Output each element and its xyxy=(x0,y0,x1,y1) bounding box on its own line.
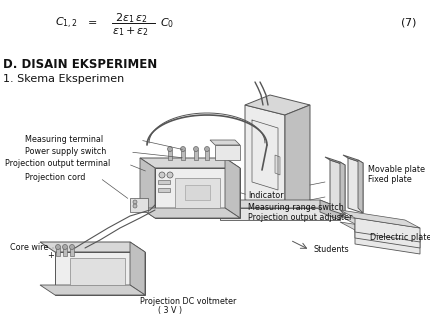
Circle shape xyxy=(181,147,185,151)
Text: D. DISAIN EKSPERIMEN: D. DISAIN EKSPERIMEN xyxy=(3,58,157,71)
Text: Movable plate: Movable plate xyxy=(368,166,425,174)
Text: Indicator: Indicator xyxy=(248,191,284,199)
Text: $=$: $=$ xyxy=(85,16,97,26)
Polygon shape xyxy=(245,95,310,115)
Polygon shape xyxy=(215,145,240,160)
Circle shape xyxy=(70,245,74,250)
Polygon shape xyxy=(355,224,420,248)
Polygon shape xyxy=(40,285,145,295)
Text: Measuring range switch: Measuring range switch xyxy=(248,204,344,212)
Text: Power supply switch: Power supply switch xyxy=(25,148,106,156)
Polygon shape xyxy=(325,157,345,165)
Text: Core wire: Core wire xyxy=(10,244,48,252)
Polygon shape xyxy=(343,155,363,163)
Polygon shape xyxy=(158,180,170,184)
Text: ( 3 V ): ( 3 V ) xyxy=(158,306,182,314)
Polygon shape xyxy=(175,178,220,208)
Polygon shape xyxy=(40,242,145,252)
Text: $(7)$: $(7)$ xyxy=(400,16,417,29)
Polygon shape xyxy=(340,162,345,215)
Polygon shape xyxy=(358,160,363,213)
Polygon shape xyxy=(340,216,420,234)
Circle shape xyxy=(133,200,137,204)
Polygon shape xyxy=(210,140,240,145)
Text: Students: Students xyxy=(313,246,349,254)
Polygon shape xyxy=(130,242,145,295)
Polygon shape xyxy=(56,248,60,256)
Polygon shape xyxy=(155,168,240,218)
Polygon shape xyxy=(225,158,240,218)
Polygon shape xyxy=(200,200,340,208)
Polygon shape xyxy=(158,188,170,192)
Polygon shape xyxy=(245,105,285,210)
Polygon shape xyxy=(355,230,420,254)
Text: Projection DC voltmeter: Projection DC voltmeter xyxy=(140,297,236,307)
Text: Projection cord: Projection cord xyxy=(25,173,86,183)
Text: $C_0$: $C_0$ xyxy=(160,16,174,30)
Polygon shape xyxy=(140,158,155,218)
Text: +: + xyxy=(47,252,54,260)
Circle shape xyxy=(62,245,68,250)
Polygon shape xyxy=(355,218,420,242)
Polygon shape xyxy=(130,198,148,212)
Text: Fixed plate: Fixed plate xyxy=(368,175,412,185)
Polygon shape xyxy=(181,150,185,160)
Circle shape xyxy=(205,147,209,151)
Polygon shape xyxy=(220,208,340,220)
Text: Measuring terminal: Measuring terminal xyxy=(25,136,103,144)
Polygon shape xyxy=(55,252,145,295)
Text: Projection output adjuster: Projection output adjuster xyxy=(248,212,352,222)
Circle shape xyxy=(168,147,172,151)
Polygon shape xyxy=(194,150,198,160)
Polygon shape xyxy=(320,200,340,220)
Polygon shape xyxy=(140,158,240,168)
Text: $C_{1,2}$: $C_{1,2}$ xyxy=(55,16,78,31)
Polygon shape xyxy=(63,248,67,256)
Circle shape xyxy=(167,172,173,178)
Text: 1. Skema Eksperimen: 1. Skema Eksperimen xyxy=(3,74,124,84)
Polygon shape xyxy=(330,160,345,215)
Text: $2\varepsilon_1\,\varepsilon_2$: $2\varepsilon_1\,\varepsilon_2$ xyxy=(115,11,147,25)
Polygon shape xyxy=(70,248,74,256)
Polygon shape xyxy=(168,150,172,160)
Circle shape xyxy=(194,147,199,151)
Circle shape xyxy=(133,204,137,208)
Text: $\varepsilon_1 + \varepsilon_2$: $\varepsilon_1 + \varepsilon_2$ xyxy=(112,25,149,38)
Polygon shape xyxy=(185,185,210,200)
Polygon shape xyxy=(140,208,240,218)
Polygon shape xyxy=(205,150,209,160)
Text: Dielectric plates: Dielectric plates xyxy=(370,234,430,242)
Circle shape xyxy=(55,245,61,250)
Polygon shape xyxy=(348,158,363,213)
Polygon shape xyxy=(70,258,125,285)
Circle shape xyxy=(159,172,165,178)
Polygon shape xyxy=(340,222,420,240)
Polygon shape xyxy=(275,155,280,175)
Text: Projection output terminal: Projection output terminal xyxy=(5,160,110,168)
Polygon shape xyxy=(285,105,310,210)
Polygon shape xyxy=(340,210,420,228)
